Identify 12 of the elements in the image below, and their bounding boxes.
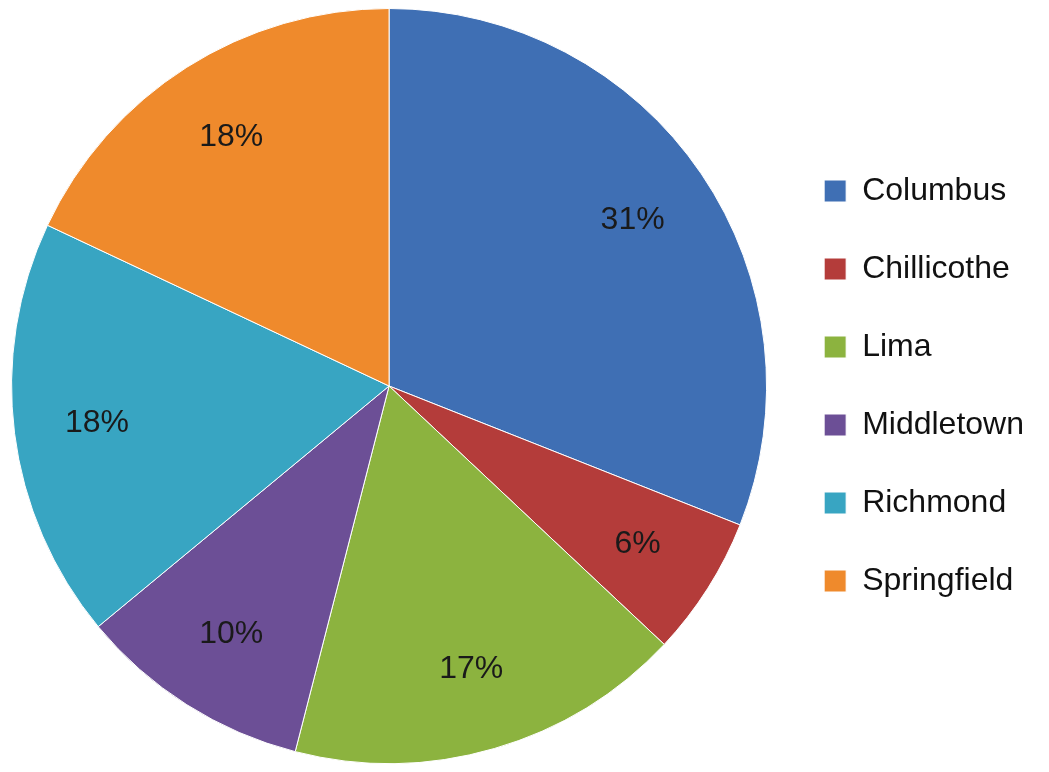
legend-label: Lima: [862, 326, 932, 363]
legend-label: Chillicothe: [862, 248, 1010, 285]
data-label: 10%: [199, 614, 264, 651]
data-label: 18%: [64, 402, 129, 439]
legend-label: Middletown: [862, 404, 1024, 441]
data-label: 18%: [199, 117, 264, 154]
data-label: 31%: [600, 200, 665, 237]
data-label: 17%: [439, 648, 504, 685]
legend-label: Columbus: [862, 170, 1007, 207]
legend-label: Richmond: [862, 482, 1007, 519]
data-label: 6%: [614, 523, 661, 560]
legend-label: Springfield: [862, 560, 1014, 597]
